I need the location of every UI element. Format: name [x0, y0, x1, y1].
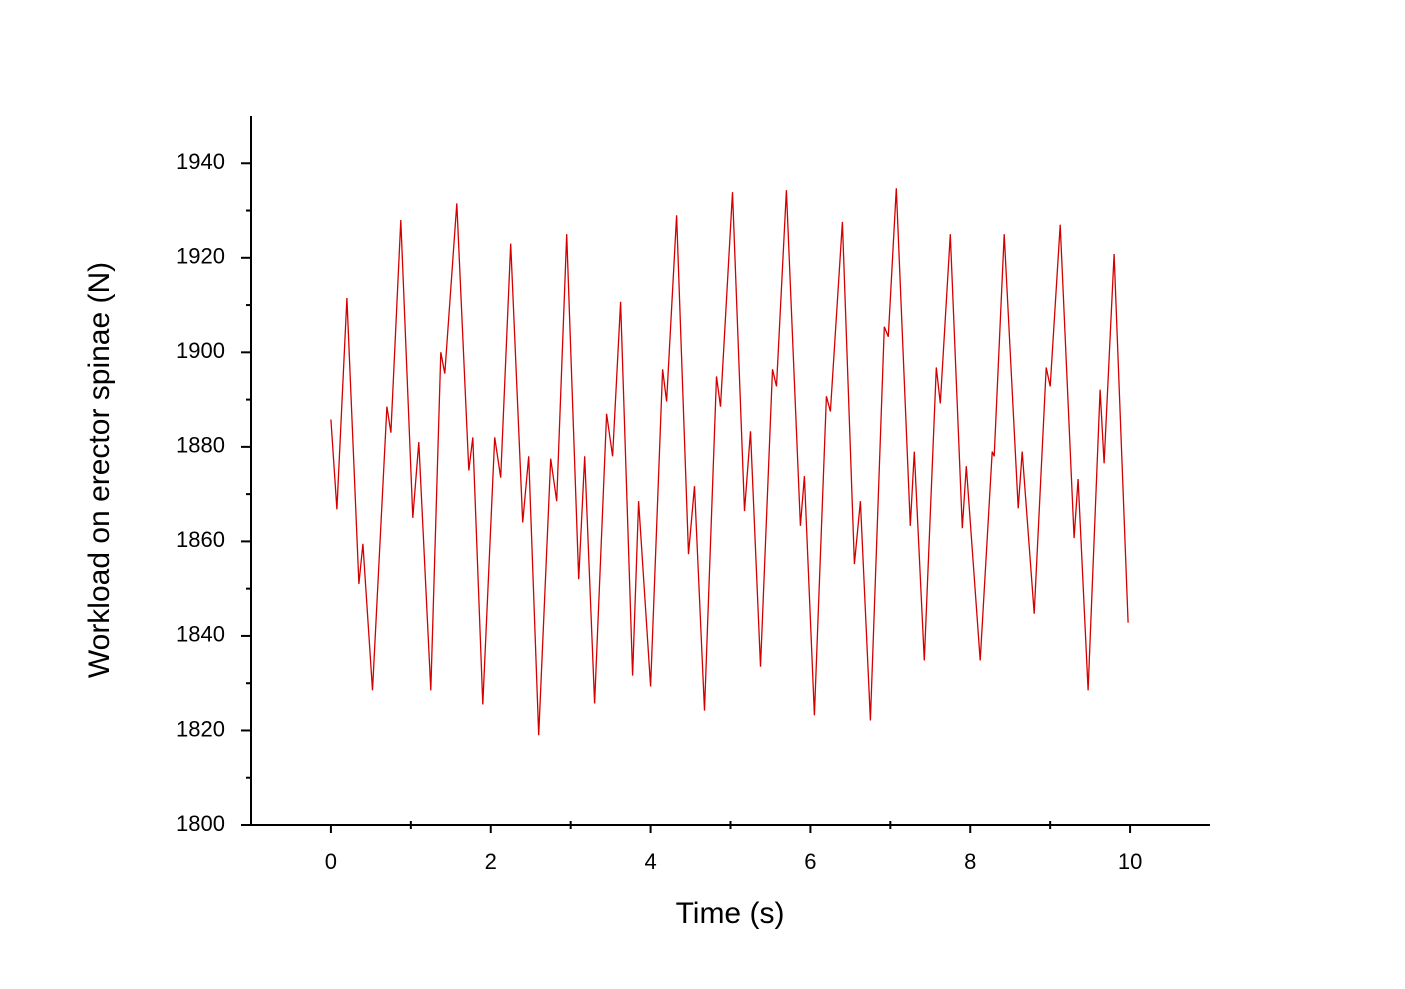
y-tick-label: 1860 — [176, 527, 225, 552]
y-tick-label: 1940 — [176, 149, 225, 174]
y-axis-title: Workload on erector spinae (N) — [83, 262, 116, 678]
x-tick-label: 0 — [325, 849, 337, 874]
x-tick-label: 2 — [485, 849, 497, 874]
y-tick-label: 1880 — [176, 433, 225, 458]
x-tick-label: 6 — [804, 849, 816, 874]
y-tick-label: 1820 — [176, 716, 225, 741]
data-line — [330, 188, 1129, 736]
x-tick-label: 8 — [964, 849, 976, 874]
x-tick-label: 10 — [1118, 849, 1142, 874]
y-tick-label: 1920 — [176, 244, 225, 269]
y-tick-label: 1900 — [176, 338, 225, 363]
x-axis-title: Time (s) — [676, 897, 785, 930]
y-tick-label: 1800 — [176, 811, 225, 836]
y-tick-label: 1840 — [176, 622, 225, 647]
x-tick-label: 4 — [644, 849, 656, 874]
